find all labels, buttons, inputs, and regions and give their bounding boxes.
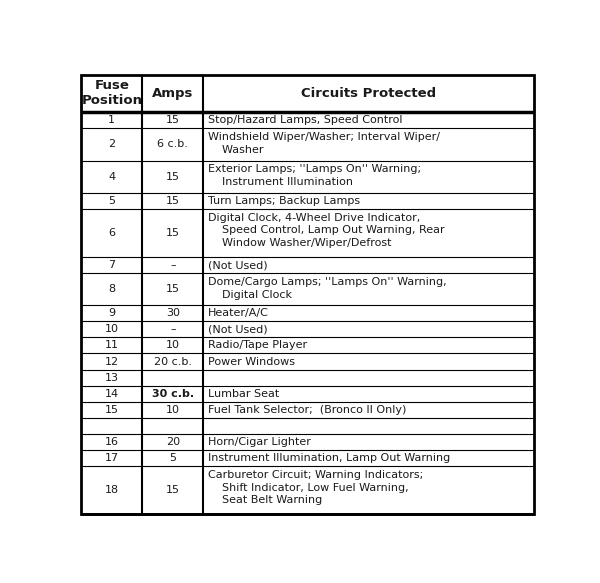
Text: 13: 13: [105, 373, 119, 382]
Text: –: –: [170, 324, 176, 335]
Text: Fuse
Position: Fuse Position: [81, 79, 142, 107]
Text: 11: 11: [105, 340, 119, 350]
Text: Stop/Hazard Lamps, Speed Control: Stop/Hazard Lamps, Speed Control: [208, 115, 403, 125]
Text: Power Windows: Power Windows: [208, 357, 295, 367]
Text: 30 c.b.: 30 c.b.: [152, 389, 194, 399]
Text: Circuits Protected: Circuits Protected: [301, 87, 436, 100]
Text: 15: 15: [166, 228, 180, 238]
Text: 7: 7: [108, 260, 115, 270]
Text: 6 c.b.: 6 c.b.: [157, 139, 188, 149]
Text: 8: 8: [108, 284, 115, 294]
Text: Dome/Cargo Lamps; ''Lamps On'' Warning,
    Digital Clock: Dome/Cargo Lamps; ''Lamps On'' Warning, …: [208, 277, 446, 300]
Text: 5: 5: [169, 453, 176, 463]
Text: 4: 4: [108, 171, 115, 182]
Text: Lumbar Seat: Lumbar Seat: [208, 389, 280, 399]
Text: 10: 10: [105, 324, 119, 335]
Text: Exterior Lamps; ''Lamps On'' Warning;
    Instrument Illumination: Exterior Lamps; ''Lamps On'' Warning; In…: [208, 164, 421, 187]
Text: 14: 14: [104, 389, 119, 399]
Text: 20 c.b.: 20 c.b.: [154, 357, 192, 367]
Text: Carburetor Circuit; Warning Indicators;
    Shift Indicator, Low Fuel Warning,
 : Carburetor Circuit; Warning Indicators; …: [208, 470, 424, 505]
Text: 12: 12: [104, 357, 119, 367]
Text: Fuel Tank Selector;  (Bronco II Only): Fuel Tank Selector; (Bronco II Only): [208, 405, 406, 415]
Text: (Not Used): (Not Used): [208, 260, 268, 270]
Text: Digital Clock, 4-Wheel Drive Indicator,
    Speed Control, Lamp Out Warning, Rea: Digital Clock, 4-Wheel Drive Indicator, …: [208, 213, 445, 248]
Text: 20: 20: [166, 437, 180, 447]
Text: 5: 5: [108, 196, 115, 206]
Text: (Not Used): (Not Used): [208, 324, 268, 335]
Text: Horn/Cigar Lighter: Horn/Cigar Lighter: [208, 437, 311, 447]
Text: 18: 18: [104, 485, 119, 495]
Text: 10: 10: [166, 340, 180, 350]
Text: 16: 16: [105, 437, 119, 447]
Text: 9: 9: [108, 308, 115, 318]
Text: 15: 15: [105, 405, 119, 415]
Text: 1: 1: [108, 115, 115, 125]
Text: Turn Lamps; Backup Lamps: Turn Lamps; Backup Lamps: [208, 196, 360, 206]
Text: Heater/A/C: Heater/A/C: [208, 308, 269, 318]
Text: Amps: Amps: [152, 87, 194, 100]
Text: 30: 30: [166, 308, 180, 318]
Text: 15: 15: [166, 284, 180, 294]
Text: Instrument Illumination, Lamp Out Warning: Instrument Illumination, Lamp Out Warnin…: [208, 453, 451, 463]
Text: –: –: [170, 260, 176, 270]
Text: 15: 15: [166, 485, 180, 495]
Text: Windshield Wiper/Washer; Interval Wiper/
    Washer: Windshield Wiper/Washer; Interval Wiper/…: [208, 132, 440, 155]
Text: 2: 2: [108, 139, 115, 149]
Text: 15: 15: [166, 196, 180, 206]
Text: 15: 15: [166, 115, 180, 125]
Text: 6: 6: [108, 228, 115, 238]
Text: 17: 17: [104, 453, 119, 463]
Text: 10: 10: [166, 405, 180, 415]
Text: Radio/Tape Player: Radio/Tape Player: [208, 340, 307, 350]
Text: 15: 15: [166, 171, 180, 182]
